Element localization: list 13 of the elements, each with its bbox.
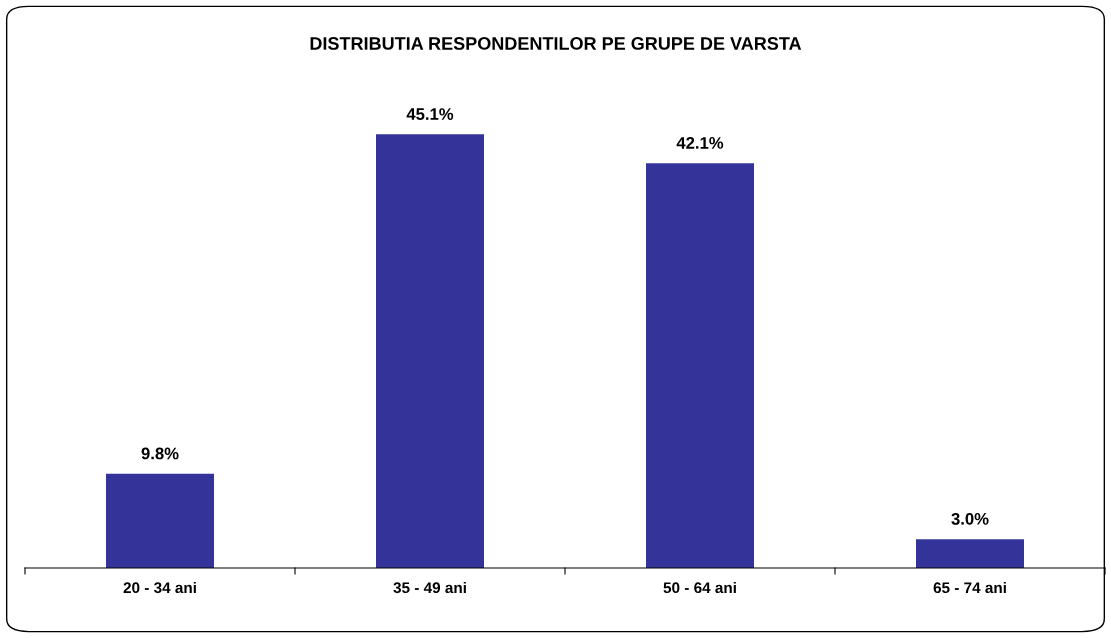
- x-tick-label: 35 - 49 ani: [393, 581, 466, 594]
- bar: [376, 134, 484, 568]
- x-tick-label: 65 - 74 ani: [933, 581, 1006, 594]
- data-label: 45.1%: [406, 108, 454, 120]
- bar: [916, 539, 1024, 568]
- data-label: 9.8%: [141, 447, 179, 460]
- x-tick-label: 20 - 34 ani: [123, 581, 196, 594]
- data-label: 3.0%: [951, 512, 989, 525]
- chart-title: DISTRIBUTIA RESPONDENTILOR PE GRUPE DE VARSTA: [310, 37, 802, 50]
- data-label: 42.1%: [676, 137, 724, 149]
- bar: [646, 163, 754, 568]
- x-tick-label: 50 - 64 ani: [663, 581, 736, 594]
- bar: [106, 473, 214, 568]
